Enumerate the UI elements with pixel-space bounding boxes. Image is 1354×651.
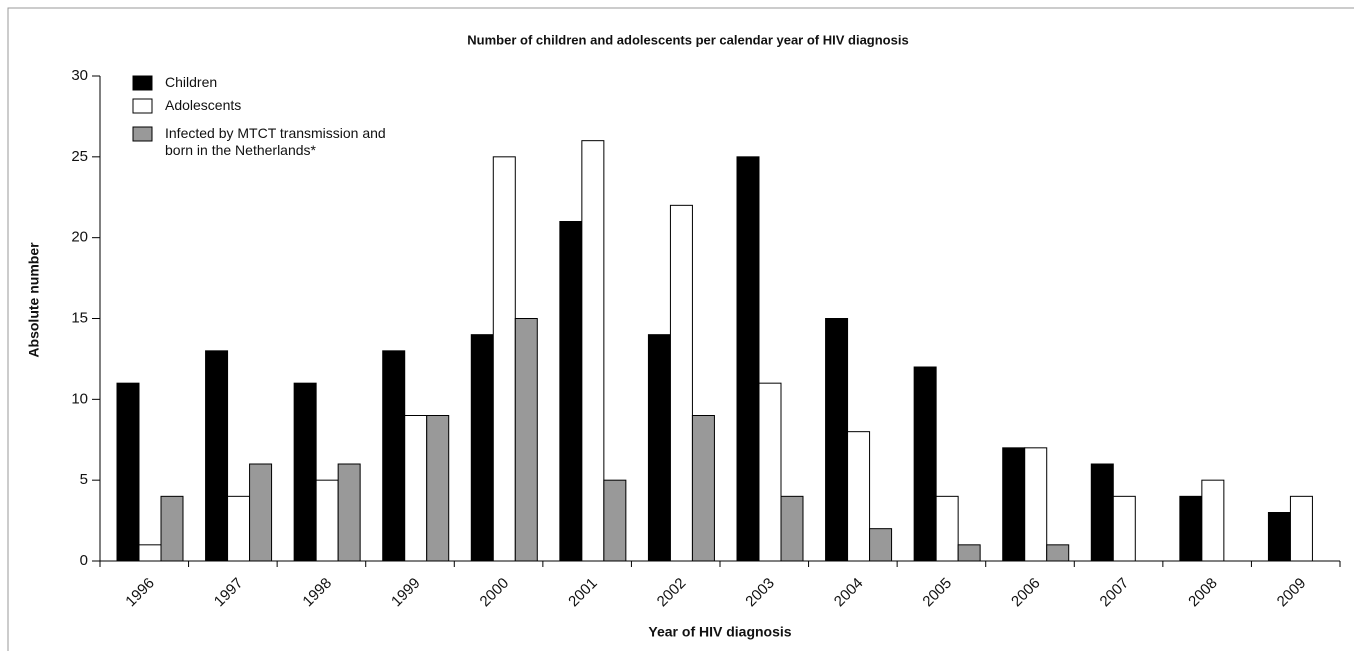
y-tick-label: 15 [71, 309, 88, 326]
x-axis-label: Year of HIV diagnosis [648, 624, 791, 640]
chart-title: Number of children and adolescents per c… [467, 32, 908, 47]
bar [691, 415, 715, 562]
bar [758, 382, 782, 562]
bar [382, 350, 406, 562]
bar [647, 334, 671, 562]
bar [869, 528, 893, 562]
bar [470, 334, 494, 562]
x-tick-label: 2003 [742, 575, 778, 611]
bar [315, 479, 339, 562]
y-tick-label: 0 [80, 552, 88, 569]
bar [1112, 495, 1136, 562]
bar [205, 350, 229, 562]
bar [1024, 447, 1048, 562]
bar [559, 221, 583, 562]
bar [514, 318, 538, 562]
y-tick-label: 5 [80, 471, 88, 488]
x-tick-label: 1997 [211, 575, 247, 611]
x-tick-label: 2007 [1097, 575, 1133, 611]
bar [957, 544, 981, 562]
bar [249, 463, 273, 562]
bar [825, 318, 849, 562]
y-tick-label: 20 [71, 229, 88, 246]
frame [7, 7, 1354, 651]
y-tick-label: 10 [71, 390, 88, 407]
x-tick-label: 2008 [1185, 575, 1221, 611]
bar [780, 495, 804, 562]
legend-label: Infected by MTCT transmission and born i… [165, 125, 386, 158]
x-tick-label: 2006 [1008, 575, 1044, 611]
bar [116, 382, 140, 562]
bar [293, 382, 317, 562]
bar [337, 463, 361, 562]
bar [426, 415, 450, 562]
bar [581, 140, 605, 562]
x-tick-label: 2005 [919, 575, 955, 611]
bar [227, 495, 251, 562]
x-tick-label: 1998 [299, 575, 335, 611]
x-tick-label: 1996 [122, 575, 158, 611]
x-tick-label: 2002 [654, 575, 690, 611]
bar [492, 156, 516, 562]
bar [736, 156, 760, 562]
y-axis-label: Absolute number [26, 242, 42, 358]
bar [935, 495, 959, 562]
legend-label: Adolescents [165, 97, 242, 113]
bar [669, 204, 693, 562]
legend-swatch [132, 98, 153, 114]
bar [1289, 495, 1313, 562]
bar [913, 366, 937, 562]
x-tick-label: 2001 [565, 575, 601, 611]
x-tick-label: 1999 [388, 575, 424, 611]
x-tick-label: 2004 [831, 575, 867, 611]
x-tick-label: 2009 [1274, 575, 1310, 611]
legend-swatch [132, 75, 153, 91]
y-tick-label: 25 [71, 148, 88, 165]
x-tick-label: 2000 [477, 575, 513, 611]
bar [603, 479, 627, 562]
bar [1201, 479, 1225, 562]
bar [1090, 463, 1114, 562]
legend-swatch [132, 126, 153, 142]
y-tick-label: 30 [71, 67, 88, 84]
bar [1179, 495, 1203, 562]
bar [138, 544, 162, 562]
legend-label: Children [165, 74, 218, 90]
bar [847, 431, 871, 562]
bar [404, 415, 428, 562]
bar [1002, 447, 1026, 562]
bar [160, 495, 184, 562]
bar [1267, 512, 1291, 562]
bar [1046, 544, 1070, 562]
